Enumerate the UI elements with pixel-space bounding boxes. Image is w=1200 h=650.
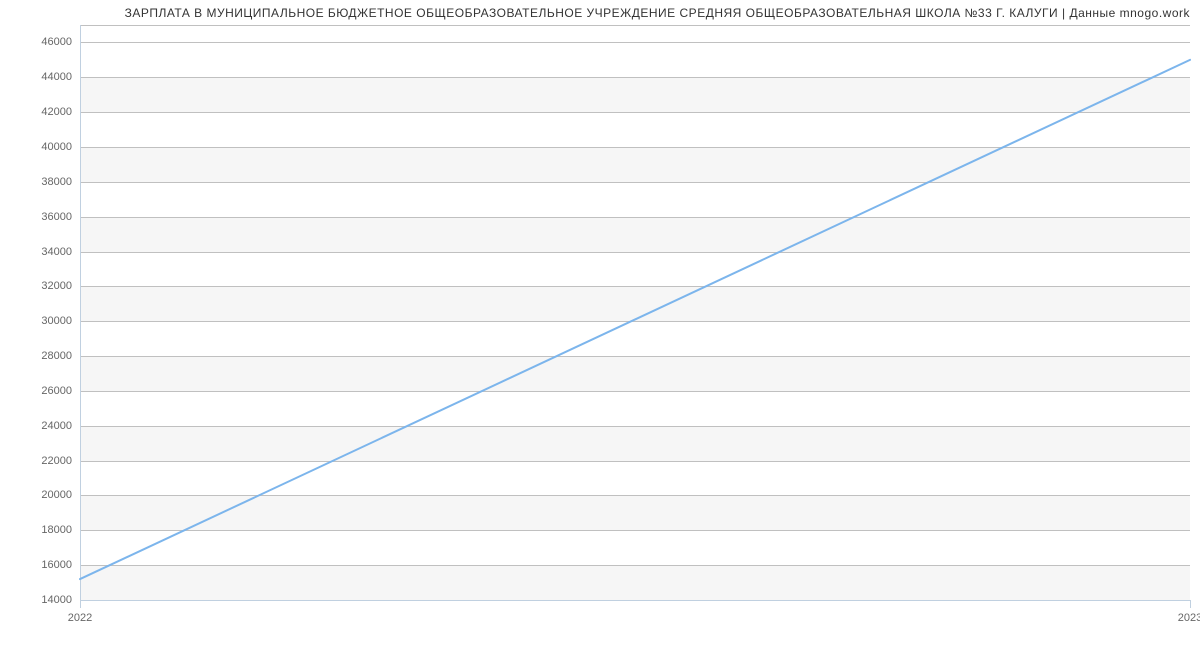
- y-tick-label: 40000: [12, 141, 72, 153]
- chart-container: ЗАРПЛАТА В МУНИЦИПАЛЬНОЕ БЮДЖЕТНОЕ ОБЩЕО…: [0, 0, 1200, 650]
- x-tick-label: 2023: [1178, 612, 1200, 624]
- y-tick-label: 42000: [12, 106, 72, 118]
- y-tick-label: 22000: [12, 455, 72, 467]
- chart-title: ЗАРПЛАТА В МУНИЦИПАЛЬНОЕ БЮДЖЕТНОЕ ОБЩЕО…: [125, 6, 1190, 20]
- plot-area: 1400016000180002000022000240002600028000…: [80, 25, 1190, 600]
- x-tick-mark: [1190, 600, 1191, 608]
- y-tick-label: 30000: [12, 315, 72, 327]
- y-tick-label: 28000: [12, 350, 72, 362]
- x-axis-line: [80, 600, 1190, 601]
- y-tick-label: 26000: [12, 385, 72, 397]
- y-tick-label: 34000: [12, 246, 72, 258]
- x-tick-label: 2022: [68, 612, 92, 624]
- series-line: [80, 60, 1190, 579]
- y-tick-label: 46000: [12, 36, 72, 48]
- y-tick-label: 38000: [12, 176, 72, 188]
- y-tick-label: 24000: [12, 420, 72, 432]
- y-tick-label: 32000: [12, 280, 72, 292]
- y-tick-label: 20000: [12, 489, 72, 501]
- y-tick-label: 44000: [12, 71, 72, 83]
- y-tick-label: 18000: [12, 524, 72, 536]
- y-tick-label: 36000: [12, 211, 72, 223]
- y-tick-label: 16000: [12, 559, 72, 571]
- y-tick-label: 14000: [12, 594, 72, 606]
- line-layer: [80, 25, 1190, 600]
- x-tick-mark: [80, 600, 81, 608]
